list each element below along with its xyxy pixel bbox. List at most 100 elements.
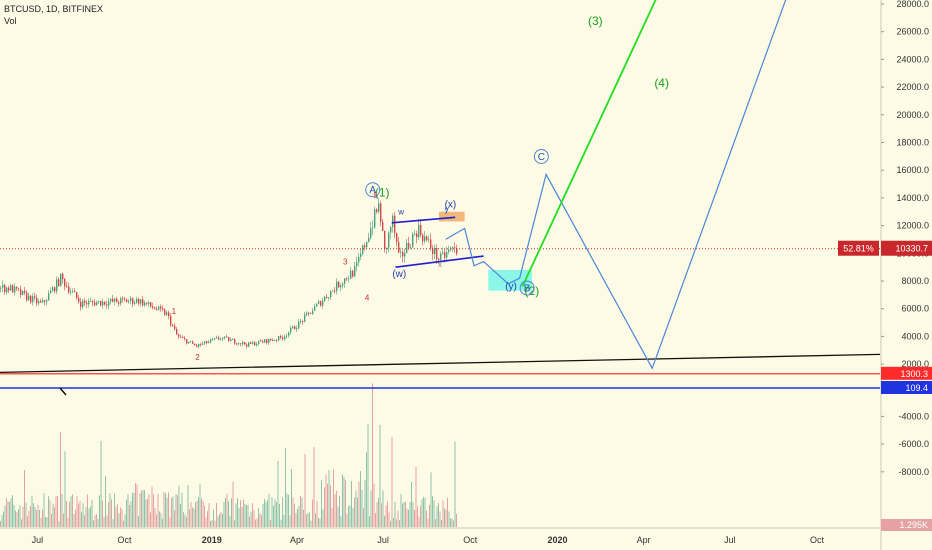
candle-body bbox=[382, 221, 384, 231]
candle-body bbox=[22, 290, 24, 295]
volume-bar bbox=[81, 512, 82, 527]
volume-bar bbox=[289, 515, 291, 527]
candle-body bbox=[170, 316, 172, 325]
volume-bar bbox=[229, 516, 231, 527]
volume-bar bbox=[301, 497, 303, 527]
volume-bar bbox=[90, 506, 91, 527]
candle-body bbox=[282, 337, 284, 339]
candle-body bbox=[64, 279, 66, 287]
volume-bar bbox=[424, 497, 426, 527]
volume-bar bbox=[282, 497, 283, 527]
candle-body bbox=[10, 285, 12, 291]
channel-line-lower bbox=[395, 255, 484, 268]
volume-bar bbox=[415, 466, 417, 527]
volume-bar bbox=[319, 518, 321, 527]
volume-bar bbox=[159, 511, 160, 527]
volume-bar bbox=[133, 492, 135, 527]
volume-bar bbox=[361, 489, 363, 527]
candle-body bbox=[160, 306, 162, 309]
volume-bar bbox=[148, 494, 150, 527]
candle-body bbox=[44, 300, 46, 302]
candle-body bbox=[238, 343, 240, 345]
y-tick-label: 28000.0 bbox=[896, 0, 929, 9]
candle-body bbox=[0, 287, 2, 289]
volume-bar bbox=[114, 493, 115, 527]
volume-bar bbox=[171, 498, 172, 527]
candle-body bbox=[110, 298, 112, 302]
volume-bar bbox=[303, 509, 304, 527]
x-tick-label: Jul bbox=[724, 535, 736, 545]
volume-bar bbox=[336, 491, 337, 527]
volume-bar bbox=[225, 498, 226, 527]
wave-label: 1 bbox=[172, 307, 177, 316]
volume-bar bbox=[262, 504, 264, 527]
volume-bar bbox=[37, 504, 39, 527]
candle-body bbox=[388, 232, 390, 248]
volume-bar bbox=[331, 508, 333, 527]
candle-body bbox=[196, 345, 198, 347]
x-tick-label: Jul bbox=[377, 535, 389, 545]
volume-bar bbox=[109, 493, 111, 527]
candle-body bbox=[392, 215, 394, 228]
candle-body bbox=[318, 301, 320, 304]
volume-bar bbox=[403, 502, 405, 527]
volume-bar bbox=[297, 508, 298, 527]
candle-body bbox=[364, 245, 366, 248]
volume-bar bbox=[45, 517, 46, 527]
volume-bar bbox=[448, 511, 450, 527]
candle-body bbox=[218, 337, 220, 340]
volume-bar bbox=[217, 516, 219, 527]
candle-body bbox=[174, 325, 176, 329]
volume-bar bbox=[61, 493, 63, 527]
volume-bar bbox=[381, 503, 382, 527]
volume-bar bbox=[349, 505, 351, 527]
volume-bar bbox=[126, 499, 127, 527]
volume-bar bbox=[118, 513, 120, 527]
volume-bar bbox=[360, 471, 361, 527]
volume-bar bbox=[150, 512, 151, 527]
candle-body bbox=[304, 314, 306, 322]
orange-zone bbox=[439, 211, 465, 222]
candle-body bbox=[338, 281, 340, 288]
volume-bar bbox=[379, 425, 381, 527]
candle-body bbox=[122, 298, 124, 300]
candle-body bbox=[350, 270, 352, 279]
candle-body bbox=[332, 290, 334, 292]
volume-bar bbox=[436, 506, 438, 527]
candle-body bbox=[416, 233, 418, 238]
candle-body bbox=[8, 287, 10, 291]
candle-body bbox=[2, 284, 4, 288]
volume-bar bbox=[241, 507, 243, 527]
volume-bar bbox=[222, 513, 223, 527]
volume-bar bbox=[178, 485, 180, 527]
candle-body bbox=[346, 278, 348, 280]
wave-label: (4) bbox=[654, 76, 669, 90]
candle-body bbox=[40, 301, 42, 303]
candle-body bbox=[368, 238, 370, 242]
volume-bar bbox=[441, 519, 442, 527]
volume-bar bbox=[402, 503, 403, 527]
candle-body bbox=[146, 302, 148, 304]
volume-bar bbox=[13, 504, 15, 527]
candle-body bbox=[222, 337, 224, 339]
volume-bar bbox=[367, 424, 369, 527]
volume-bar bbox=[201, 498, 202, 527]
volume-bar bbox=[43, 493, 45, 527]
volume-bar bbox=[102, 500, 103, 527]
volume-bar bbox=[456, 513, 457, 527]
volume-bar bbox=[39, 510, 40, 527]
candle-body bbox=[54, 287, 56, 292]
volume-bar bbox=[154, 508, 156, 527]
volume-bar bbox=[324, 487, 325, 527]
volume-bar bbox=[82, 503, 84, 527]
candle-body bbox=[108, 301, 110, 306]
volume-bar bbox=[165, 493, 166, 527]
volume-bar bbox=[421, 499, 423, 527]
candle-body bbox=[278, 336, 280, 341]
candle-body bbox=[32, 296, 34, 303]
candle-body bbox=[306, 312, 308, 315]
candle-body bbox=[352, 270, 354, 277]
candle-body bbox=[400, 251, 402, 253]
candle-body bbox=[210, 339, 212, 342]
